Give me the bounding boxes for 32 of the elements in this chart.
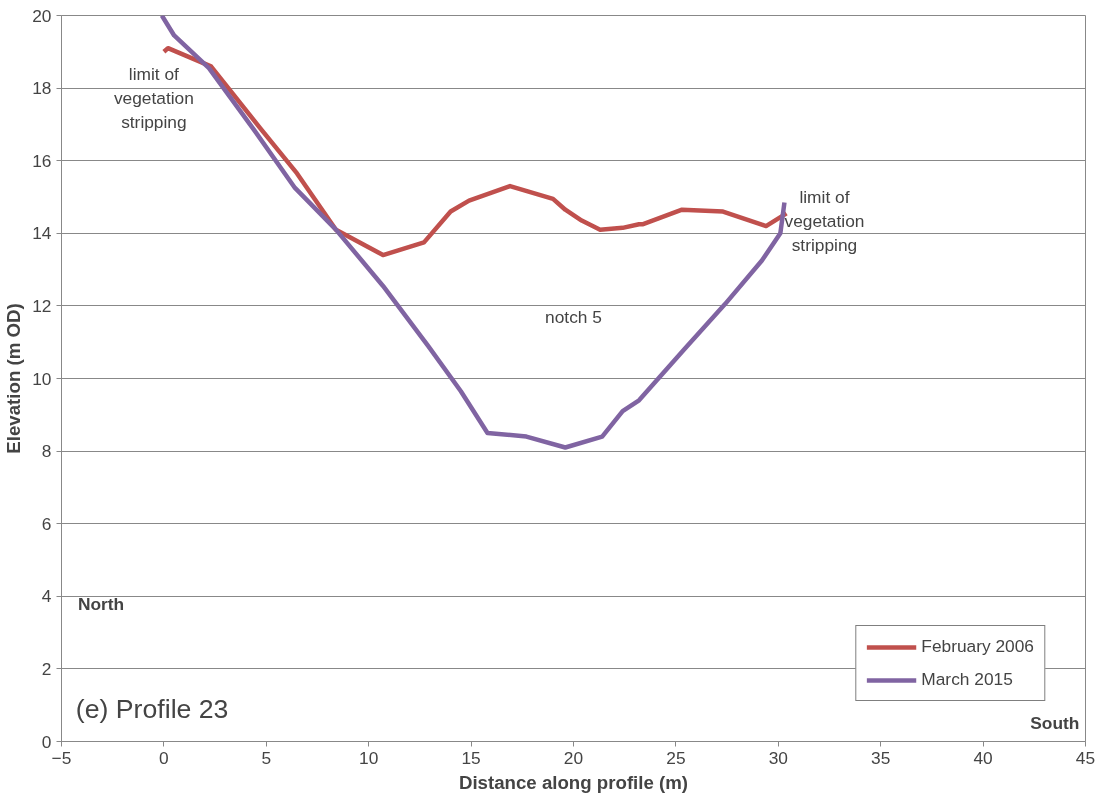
annotation: North [77,593,125,614]
annotation: notch 5 [545,306,602,327]
y-tick-label: 14 [32,223,52,244]
y-tick-label: 6 [41,513,52,534]
y-tick-label: 8 [41,441,52,462]
y-tick-label: 10 [32,368,52,389]
x-tick-label: 25 [666,747,686,768]
legend-label: March 2015 [921,669,1013,690]
x-tick-label: 5 [261,747,272,768]
y-tick-label: 4 [41,586,52,607]
x-tick-label: −5 [51,747,72,768]
annotation: (e) Profile 23 [75,693,229,724]
x-tick-label: 15 [461,747,481,768]
y-tick-label: 18 [32,78,52,99]
x-tick-label: 20 [563,747,584,768]
y-tick-label: 20 [32,5,52,26]
x-tick-label: 40 [973,747,993,768]
annotation: South [1030,713,1080,734]
x-tick-label: 30 [768,747,788,768]
y-tick-label: 0 [41,731,52,752]
annotation: limit of vegetation stripping [113,63,194,132]
x-tick-label: 45 [1075,747,1096,768]
x-axis-title: Distance along profile (m) [458,771,689,793]
x-tick-label: 10 [359,747,379,768]
y-tick-label: 2 [41,658,52,679]
y-tick-label: 16 [32,150,52,171]
legend-label: February 2006 [921,636,1034,657]
annotation: limit of vegetation stripping [784,187,865,256]
y-tick-label: 12 [32,295,52,316]
x-tick-label: 35 [871,747,891,768]
y-axis-title: Elevation (m OD) [3,303,25,454]
x-tick-label: 0 [159,747,169,768]
